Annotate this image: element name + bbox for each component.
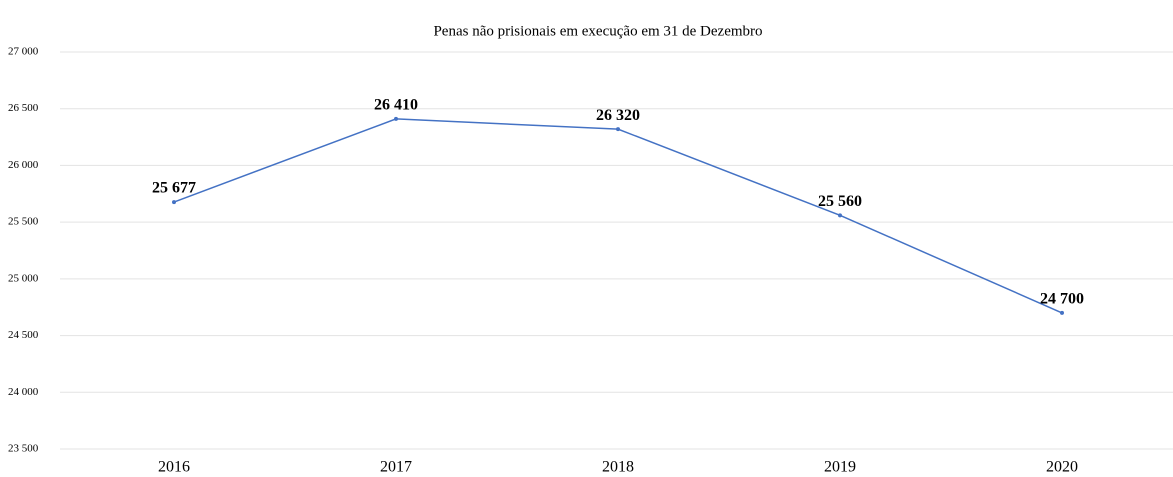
y-tick-label: 26 500 [8,102,39,114]
data-label: 25 677 [152,180,196,197]
data-label: 26 320 [596,107,640,124]
y-tick-label: 26 000 [8,159,39,171]
y-tick-label: 25 000 [8,272,39,284]
x-tick-label: 2020 [1046,459,1078,476]
x-tick-label: 2018 [602,459,634,476]
data-point [838,213,842,218]
x-tick-label: 2016 [158,459,190,476]
data-label: 24 700 [1040,291,1084,308]
data-point [616,127,620,132]
y-tick-label: 24 000 [8,386,39,398]
data-label: 25 560 [818,193,862,210]
y-tick-label: 24 500 [8,329,39,341]
data-label: 26 410 [374,97,418,114]
y-tick-label: 25 500 [8,216,39,228]
data-point [1060,310,1064,315]
x-tick-label: 2017 [380,459,412,476]
x-tick-label: 2019 [824,459,856,476]
y-tick-label: 23 500 [8,443,39,455]
data-line [173,118,1063,314]
data-point [172,200,176,205]
y-tick-label: 27 000 [8,46,39,58]
chart-title: Penas não prisionais em execução em 31 d… [433,23,762,39]
data-point [394,116,398,121]
